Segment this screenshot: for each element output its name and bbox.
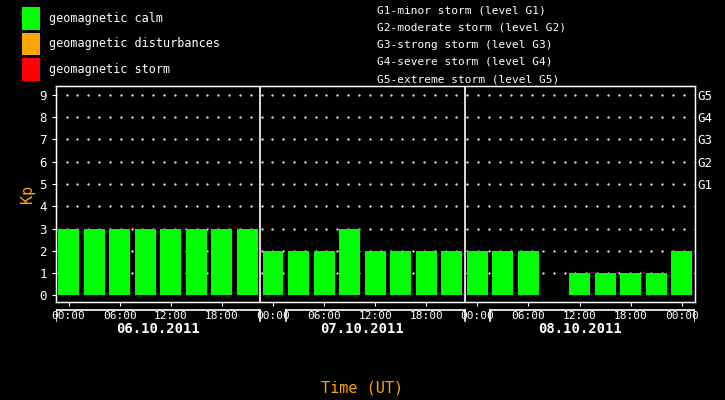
Text: 08.10.2011: 08.10.2011 — [538, 322, 621, 336]
FancyBboxPatch shape — [22, 7, 40, 30]
Bar — [212, 228, 233, 295]
Text: G1-minor storm (level G1): G1-minor storm (level G1) — [377, 5, 546, 15]
Bar — [442, 251, 463, 295]
FancyBboxPatch shape — [22, 58, 40, 81]
Bar — [160, 228, 181, 295]
Bar — [492, 251, 513, 295]
Bar — [569, 273, 590, 295]
Bar — [314, 251, 334, 295]
Text: G4-severe storm (level G4): G4-severe storm (level G4) — [377, 57, 552, 67]
Bar — [237, 228, 258, 295]
Bar — [518, 251, 539, 295]
Bar — [109, 228, 130, 295]
Text: G2-moderate storm (level G2): G2-moderate storm (level G2) — [377, 22, 566, 33]
Bar — [416, 251, 436, 295]
Text: G5-extreme storm (level G5): G5-extreme storm (level G5) — [377, 74, 559, 84]
Bar — [339, 228, 360, 295]
Y-axis label: Kp: Kp — [20, 185, 35, 203]
Text: geomagnetic calm: geomagnetic calm — [49, 12, 162, 25]
Text: G3-strong storm (level G3): G3-strong storm (level G3) — [377, 40, 552, 50]
Bar — [390, 251, 411, 295]
Bar — [620, 273, 641, 295]
Bar — [135, 228, 156, 295]
Bar — [186, 228, 207, 295]
Text: geomagnetic storm: geomagnetic storm — [49, 63, 170, 76]
Text: 07.10.2011: 07.10.2011 — [320, 322, 405, 336]
Bar — [594, 273, 616, 295]
Bar — [262, 251, 283, 295]
Text: 06.10.2011: 06.10.2011 — [116, 322, 200, 336]
Bar — [671, 251, 692, 295]
FancyBboxPatch shape — [22, 33, 40, 55]
Bar — [467, 251, 488, 295]
Text: geomagnetic disturbances: geomagnetic disturbances — [49, 38, 220, 50]
Bar — [365, 251, 386, 295]
Bar — [646, 273, 667, 295]
Bar — [58, 228, 79, 295]
Text: Time (UT): Time (UT) — [321, 380, 404, 396]
Bar — [83, 228, 104, 295]
Bar — [288, 251, 309, 295]
